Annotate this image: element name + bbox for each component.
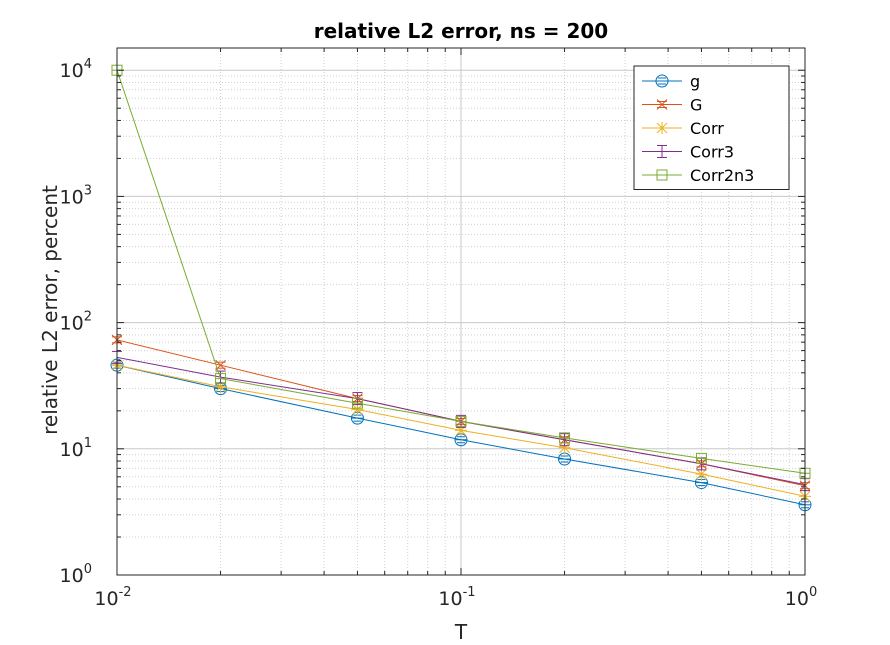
- marker-asterisk: [696, 468, 707, 480]
- legend: gG Corr Corr3 Corr2n3: [633, 65, 790, 190]
- y-tick-label: 100: [60, 562, 92, 587]
- data-point-Corr2n3: [559, 432, 571, 444]
- x-tick-label: 10-1: [438, 585, 475, 610]
- legend-label: Corr3: [690, 143, 734, 162]
- data-point-Corr2n3: [351, 397, 363, 409]
- x-tick-label: 100: [785, 585, 817, 610]
- marker-asterisk: [559, 442, 570, 454]
- legend-marker: [656, 122, 668, 134]
- chart-title: relative L2 error, ns = 200: [314, 19, 608, 43]
- legend-item-Corr2n3: Corr2n3: [642, 166, 754, 185]
- legend-marker: [656, 169, 668, 181]
- y-tick-label: 103: [60, 183, 92, 208]
- legend-marker: [656, 99, 668, 110]
- data-point-Corr: [351, 403, 364, 416]
- legend-label: G: [690, 96, 702, 115]
- data-point-Corr3: [559, 433, 570, 447]
- data-point-Corr2n3: [455, 415, 467, 427]
- legend-marker: [655, 74, 669, 88]
- tick-labels: 10-2 10-1 100 100 101 102 103 104: [60, 57, 818, 610]
- legend-marker: [657, 145, 667, 158]
- legend-label: Corr: [690, 119, 724, 138]
- x-axis-label: T: [454, 620, 468, 644]
- data-point-Corr2n3: [695, 452, 707, 464]
- y-tick-label: 102: [60, 310, 92, 335]
- legend-item-Corr: Corr: [642, 119, 724, 138]
- legend-item-g: g: [642, 72, 700, 91]
- marker-asterisk: [352, 404, 363, 415]
- y-tick-label: 104: [60, 57, 92, 82]
- marker-asterisk: [656, 122, 668, 134]
- y-axis-label: relative L2 error, percent: [38, 185, 62, 435]
- legend-label: g: [690, 72, 700, 91]
- y-tick-label: 101: [60, 436, 92, 461]
- x-tick-label: 10-2: [94, 585, 131, 610]
- legend-item-Corr3: Corr3: [642, 143, 734, 162]
- legend-label: Corr2n3: [690, 166, 754, 185]
- tick-marks: [116, 48, 806, 576]
- data-point-Corr2n3: [215, 373, 227, 385]
- legend-item-G: G: [642, 96, 702, 115]
